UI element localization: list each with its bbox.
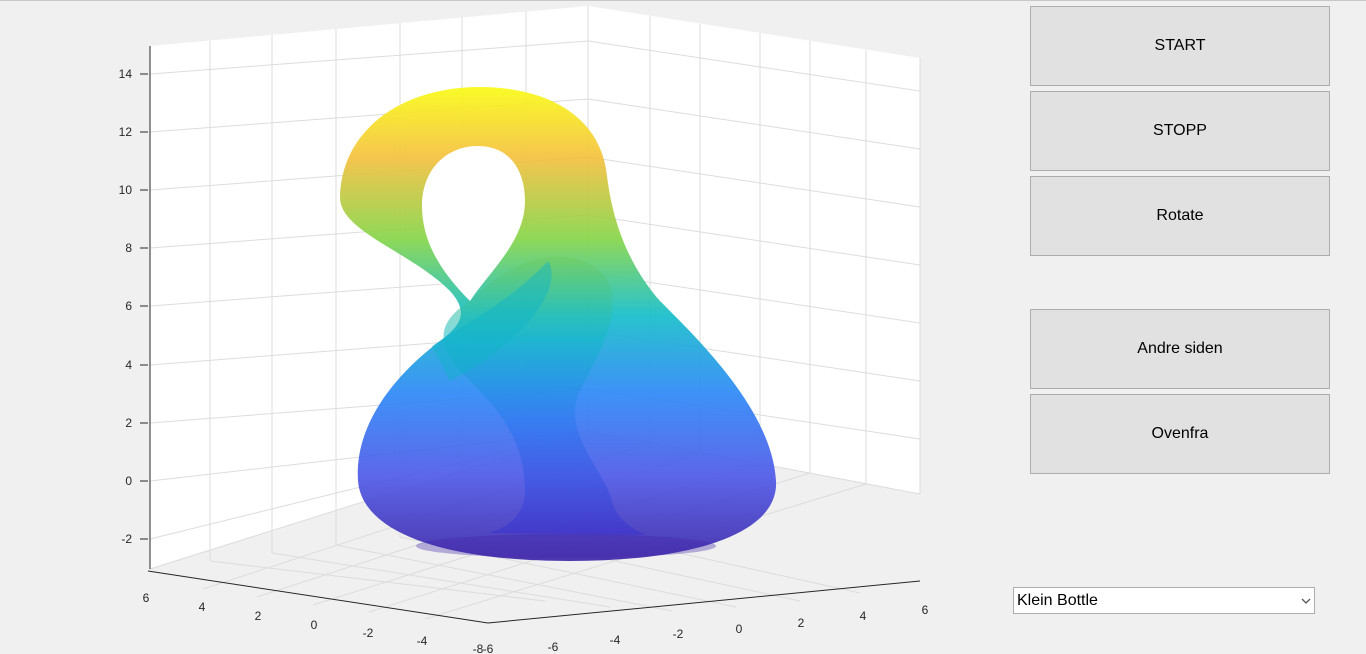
y-tick: -4 <box>610 633 621 647</box>
z-tick: 6 <box>125 299 132 313</box>
x-tick: 0 <box>311 618 318 632</box>
axes-lines <box>147 46 921 624</box>
rotate-button[interactable]: Rotate <box>1030 176 1330 256</box>
x-axis-ticks: 6 4 2 0 -2 -4 -8 -6 <box>143 591 494 654</box>
start-button[interactable]: START <box>1030 6 1330 86</box>
z-tick: 10 <box>119 183 133 197</box>
x-tick: -8 <box>473 642 484 654</box>
x-tick: 2 <box>255 609 262 623</box>
surface-dropdown-value: Klein Bottle <box>1017 591 1098 609</box>
y-tick: 0 <box>736 622 743 636</box>
surface-dropdown[interactable]: Klein Bottle <box>1013 587 1315 614</box>
top-view-button[interactable]: Ovenfra <box>1030 394 1330 474</box>
z-tick: 2 <box>125 416 132 430</box>
z-axis-ticks: 14 12 10 8 6 4 2 0 -2 <box>119 67 148 546</box>
y-tick: -6 <box>548 640 559 654</box>
x-tick: -4 <box>417 634 428 648</box>
other-side-button[interactable]: Andre siden <box>1030 309 1330 389</box>
stop-button[interactable]: STOPP <box>1030 91 1330 171</box>
z-tick: 14 <box>119 67 133 81</box>
y-tick: 4 <box>860 609 867 623</box>
z-tick: -2 <box>121 532 132 546</box>
y-tick: -2 <box>673 627 684 641</box>
y-axis-ticks: -6 -4 -2 0 2 4 6 <box>548 603 929 654</box>
z-tick: 8 <box>125 241 132 255</box>
klein-bottle-surface <box>339 87 777 561</box>
z-tick: 0 <box>125 474 132 488</box>
y-tick: 2 <box>798 616 805 630</box>
x-tick: 6 <box>143 591 150 605</box>
x-tick: -2 <box>363 626 374 640</box>
chevron-down-icon[interactable] <box>1297 588 1314 613</box>
x-tick: 4 <box>199 600 206 614</box>
z-tick: 12 <box>119 125 133 139</box>
z-tick: 4 <box>125 358 132 372</box>
y-tick: 6 <box>922 603 929 617</box>
x-tick: -6 <box>483 642 494 654</box>
klein-bottle-3d-plot[interactable]: 14 12 10 8 6 4 2 0 -2 6 4 <box>0 1 1000 654</box>
